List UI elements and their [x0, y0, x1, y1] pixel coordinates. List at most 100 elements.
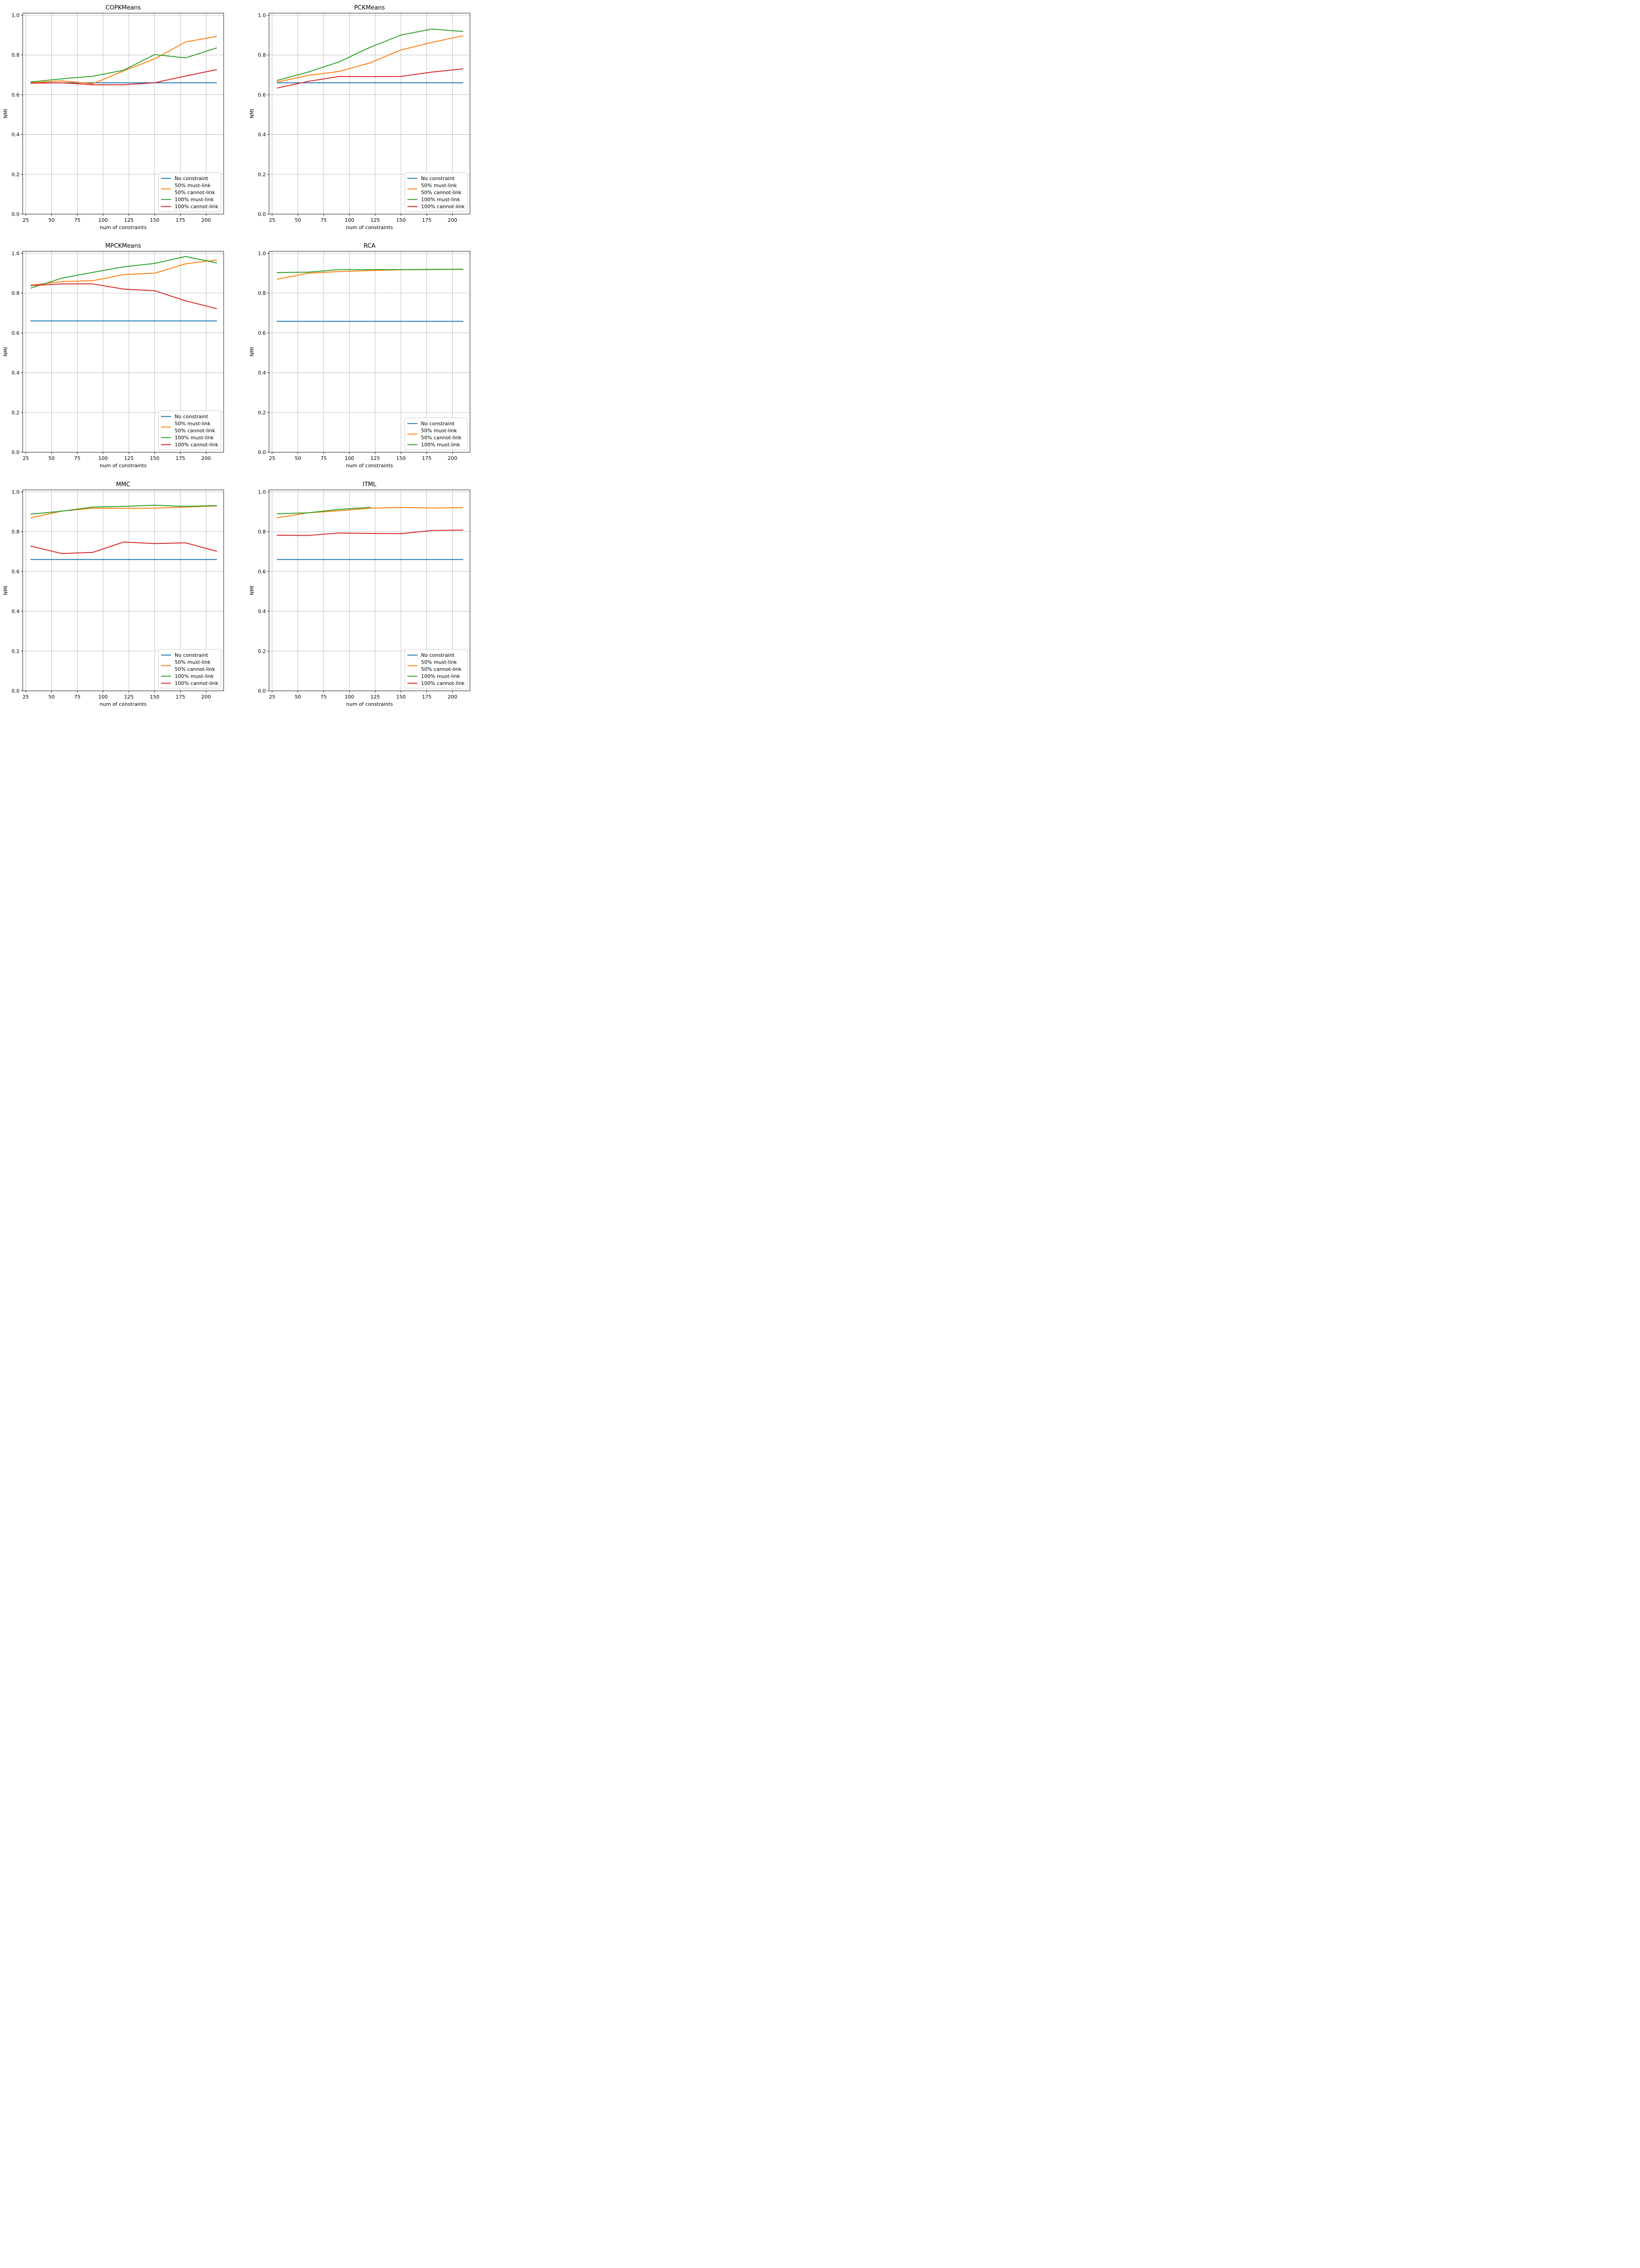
- legend-label-line: 100% cannot-link: [421, 204, 465, 210]
- y-axis-label: NMI: [3, 109, 9, 118]
- legend-label-line: 100% must-link: [421, 442, 460, 448]
- legend-entry-100-cannot-link: 100% cannot-link: [161, 442, 219, 448]
- legend-label: 100% cannot-link: [175, 442, 219, 448]
- legend-entry-100-must-link: 100% must-link: [161, 435, 214, 441]
- x-tick-label: 200: [201, 455, 211, 461]
- legend-box: [404, 417, 468, 450]
- x-tick-label: 100: [345, 217, 354, 223]
- x-tick-label: 125: [124, 694, 133, 700]
- y-tick-label: 1.0: [258, 489, 266, 495]
- y-tick-label: 0.2: [258, 171, 266, 177]
- legend-box: [158, 649, 221, 689]
- x-tick-label: 150: [150, 694, 159, 700]
- y-tick-label: 0.0: [12, 688, 20, 694]
- y-axis-label: NMI: [249, 586, 255, 595]
- y-tick-label: 0.6: [258, 569, 266, 575]
- y-tick-label: 0.0: [258, 211, 266, 217]
- series-line-100-cannot-link: [277, 529, 464, 536]
- legend-entry-100-cannot-link: 100% cannot-link: [407, 680, 465, 686]
- y-axis-label: NMI: [249, 347, 255, 357]
- y-tick-label: 0.8: [258, 52, 266, 58]
- axes-frame: [22, 489, 224, 691]
- legend-label: 100% cannot-link: [175, 204, 219, 210]
- y-tick-label: 0.4: [258, 132, 266, 138]
- y-tick-label: 1.0: [258, 250, 266, 256]
- x-tick-label: 50: [295, 694, 301, 700]
- legend-box: [158, 172, 221, 212]
- subplot-itml: 25 50 75 100 125 150 175 200 0.0 0.2 0.4 0.6 0.8 1.0 I…: [249, 481, 470, 707]
- x-tick-label: 75: [74, 455, 80, 461]
- legend-label: No constraint: [175, 176, 209, 181]
- x-tick-label: 150: [396, 217, 406, 223]
- series-line-100-cannot-link: [276, 68, 464, 89]
- series-line-50-must-link-50-cannot-link: [30, 259, 217, 286]
- y-tick-label: 0.0: [12, 211, 20, 217]
- legend-entry-100-cannot-link: 100% cannot-link: [407, 204, 465, 210]
- y-tick-label: 0.2: [258, 648, 266, 654]
- x-tick-label: 175: [176, 694, 185, 700]
- x-tick-label: 25: [23, 694, 29, 700]
- legend-label-line: 50% cannot-link: [175, 428, 215, 434]
- x-tick-label: 75: [320, 217, 327, 223]
- x-tick-label: 175: [422, 217, 431, 223]
- figure-canvas: 25 50 75 100 125 150 175 200 0.0 0.2 0.4 0.6 0.8 1.0 C…: [3, 5, 470, 707]
- x-tick-label: 75: [320, 455, 327, 461]
- y-tick-label: 0.6: [258, 330, 266, 336]
- series-line-50-must-link-50-cannot-link: [276, 35, 464, 83]
- legend-label-line: 100% cannot-link: [175, 204, 219, 210]
- y-tick-label: 1.0: [258, 12, 266, 18]
- x-tick-label: 50: [49, 694, 55, 700]
- chart-title: MPCKMeans: [105, 243, 141, 249]
- legend-label-line: 50% must-link: [175, 183, 211, 189]
- legend-entry-100-must-link: 100% must-link: [161, 197, 214, 203]
- x-tick-label: 150: [150, 217, 159, 223]
- series-line-100-must-link: [277, 507, 371, 514]
- legend-label: 100% cannot-link: [175, 680, 219, 686]
- y-tick-label: 0.6: [12, 92, 20, 98]
- legend-label: 100% must-link: [175, 435, 214, 441]
- x-tick-label: 200: [448, 217, 457, 223]
- series-line-100-cannot-link: [30, 541, 217, 554]
- legend-label: No constraint: [175, 652, 209, 658]
- axes-frame: [22, 13, 224, 215]
- x-tick-label: 100: [345, 694, 354, 700]
- legend-entry-100-must-link: 100% must-link: [407, 442, 460, 448]
- legend-label: 100% must-link: [421, 442, 460, 448]
- x-tick-label: 150: [396, 694, 406, 700]
- series-line-50-must-link-50-cannot-link: [30, 36, 217, 84]
- x-tick-label: 150: [396, 455, 406, 461]
- chart-title: MMC: [116, 481, 131, 488]
- legend-label-line: 50% cannot-link: [175, 190, 215, 196]
- chart-title: COPKMeans: [106, 5, 141, 11]
- legend-entry-50-must-link-50-cannot-link: 50% must-link 50% cannot-link: [161, 660, 215, 672]
- legend-label-line: No constraint: [175, 414, 209, 420]
- y-tick-label: 0.0: [12, 450, 20, 455]
- axes-frame: [22, 251, 224, 453]
- y-tick-label: 0.4: [12, 609, 20, 615]
- x-tick-label: 125: [370, 455, 380, 461]
- legend-label: No constraint: [175, 414, 209, 420]
- x-tick-label: 175: [422, 455, 431, 461]
- y-tick-label: 0.2: [12, 648, 20, 654]
- y-tick-label: 1.0: [12, 12, 20, 18]
- legend-label: 100% must-link: [421, 197, 460, 203]
- x-tick-label: 125: [370, 217, 380, 223]
- legend-entry-100-cannot-link: 100% cannot-link: [161, 680, 219, 686]
- x-tick-label: 175: [176, 455, 185, 461]
- subplot-rca: 25 50 75 100 125 150 175 200 0.0 0.2 0.4 0.6 0.8 1.0 R…: [249, 243, 470, 469]
- legend-entry-50-must-link-50-cannot-link: 50% must-link 50% cannot-link: [161, 421, 215, 434]
- legend-label: No constraint: [421, 652, 455, 658]
- x-tick-label: 100: [98, 455, 108, 461]
- legend-label: 100% must-link: [421, 674, 460, 679]
- chart-title: RCA: [363, 243, 375, 249]
- legend-label: 50% must-link 50% cannot-link: [421, 660, 462, 673]
- x-axis-label: num of constraints: [346, 701, 393, 706]
- y-tick-label: 0.6: [258, 92, 266, 98]
- legend-label: 50% must-link 50% cannot-link: [421, 183, 462, 196]
- x-tick-label: 75: [74, 694, 80, 700]
- x-tick-label: 25: [269, 694, 275, 700]
- chart-title: PCKMeans: [354, 5, 385, 11]
- x-tick-label: 75: [74, 217, 80, 223]
- x-tick-label: 200: [448, 694, 457, 700]
